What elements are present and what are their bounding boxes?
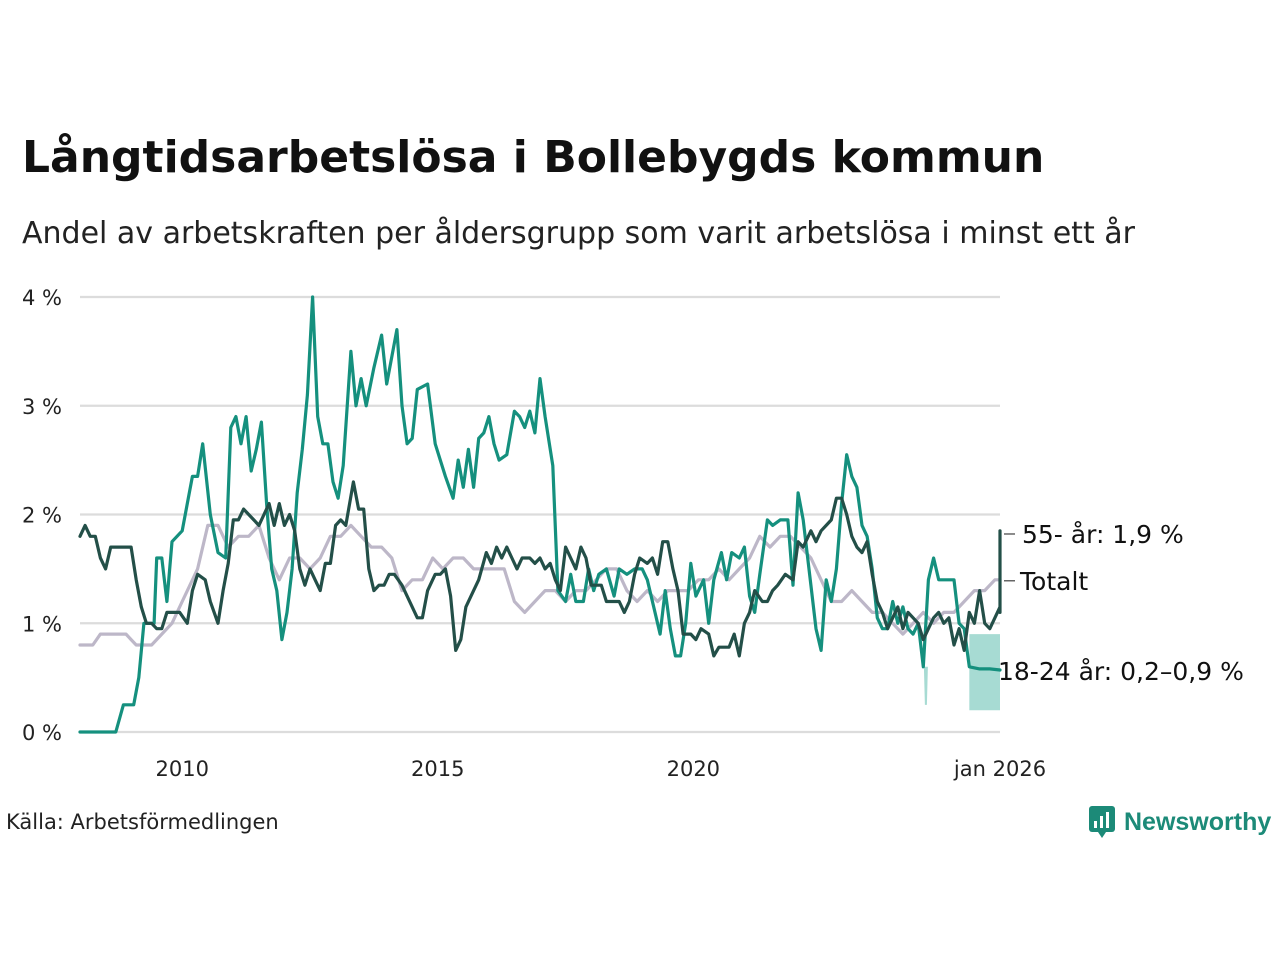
uncertainty-spike [923, 666, 928, 705]
series-line-1 [78, 295, 1002, 734]
x-tick-label-2: 2020 [667, 757, 720, 781]
newsworthy-logo-icon [1089, 806, 1115, 838]
end-label-2: 55- år: 1,9 % [1022, 520, 1184, 549]
label-layer: 0 % 1 % 2 % 3 % 4 % 2010 2015 2020 jan 2026 Total… [22, 286, 1244, 781]
x-tick-label-3: jan 2026 [953, 757, 1046, 781]
source-note: Källa: Arbetsförmedlingen [6, 810, 279, 834]
newsworthy-logo-text: Newsworthy [1124, 807, 1272, 836]
x-tick-label-0: 2010 [155, 757, 208, 781]
y-tick-label-2: 2 % [22, 504, 62, 528]
y-tick-label-1: 1 % [22, 612, 62, 636]
end-label-0: Totalt [1019, 567, 1088, 596]
chart-subtitle: Andel av arbetskraften per åldersgrupp s… [22, 216, 1135, 251]
y-tick-label-3: 3 % [22, 395, 62, 419]
series-layer [78, 295, 1002, 734]
uncertainty-band [969, 634, 1000, 711]
series-line-0 [78, 523, 1002, 647]
end-label-1: 18-24 år: 0,2–0,9 % [998, 657, 1244, 686]
x-tick-label-1: 2015 [411, 757, 464, 781]
chart-title: Långtidsarbetslösa i Bollebygds kommun [22, 132, 1045, 183]
y-tick-label-0: 0 % [22, 721, 62, 745]
newsworthy-logo[interactable]: Newsworthy [1088, 804, 1271, 840]
y-tick-label-4: 4 % [22, 286, 62, 310]
series-line-2 [78, 480, 1002, 658]
band-layer [923, 634, 1000, 711]
